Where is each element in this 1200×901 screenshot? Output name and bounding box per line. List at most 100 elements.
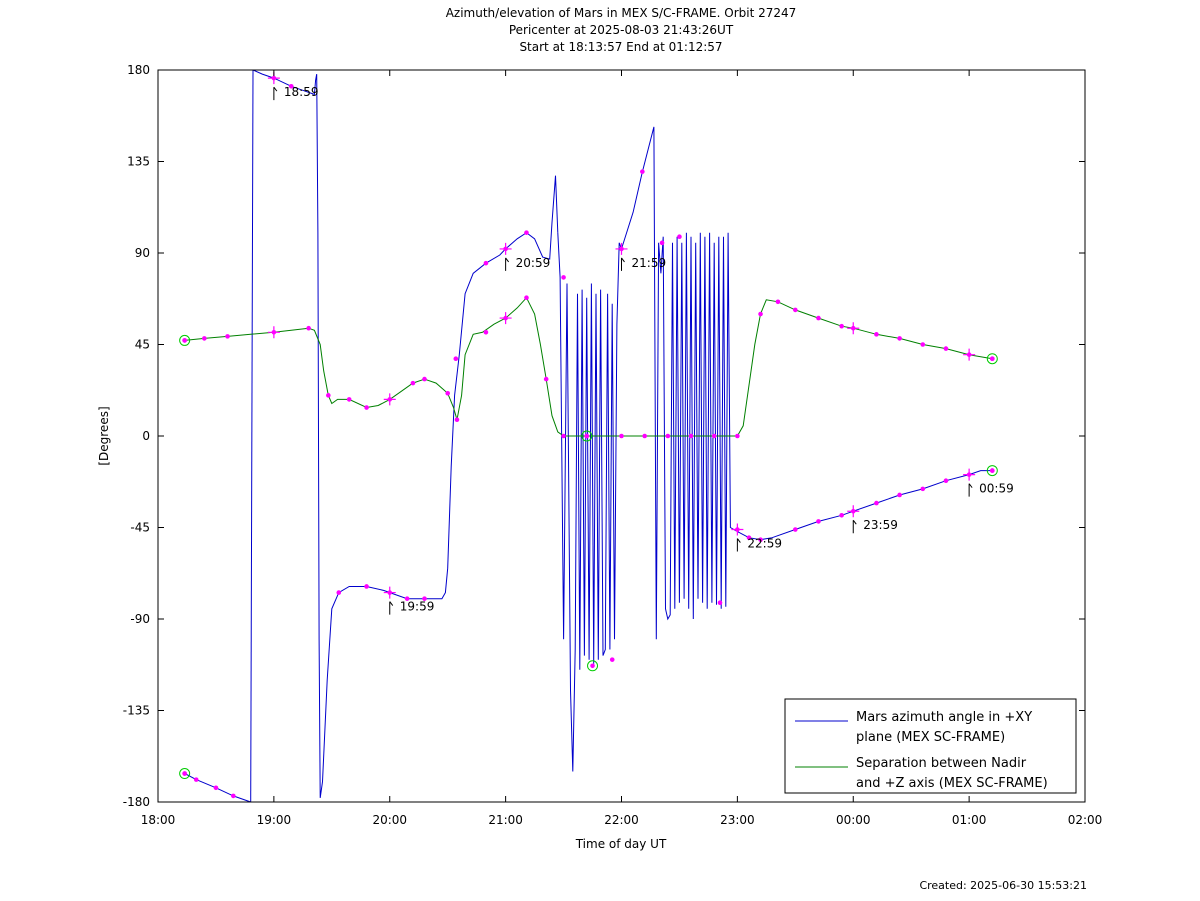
- azimuth-series-line: [250, 69, 254, 803]
- legend-box: [784, 698, 1077, 794]
- endpoint-circle: [587, 660, 599, 672]
- sample-point: [816, 315, 821, 321]
- hour-cross: [963, 348, 976, 361]
- sample-point: [897, 492, 902, 498]
- sample-point: [561, 433, 566, 439]
- y-tick-label: -45: [130, 521, 150, 535]
- x-tick-label: 02:00: [1068, 813, 1103, 827]
- sample-point: [735, 433, 740, 439]
- sample-point: [543, 376, 549, 382]
- legend: Mars azimuth angle in +XY plane (MEX SC-F…: [784, 698, 1077, 794]
- hour-cross: [383, 586, 396, 599]
- endpoint-circle: [986, 465, 998, 477]
- legend-label: Mars azimuth angle in +XY: [856, 710, 1032, 725]
- hour-cross: [847, 322, 860, 335]
- sample-point: [453, 356, 459, 362]
- chart-title-line: Azimuth/elevation of Mars in MEX S/C-FRA…: [446, 6, 797, 20]
- sample-point: [193, 777, 199, 782]
- sample-point: [640, 169, 645, 174]
- sample-point: [717, 600, 723, 606]
- y-tick-label: 135: [127, 155, 150, 169]
- time-label: 19:59: [400, 600, 435, 614]
- time-label-arrow: [736, 538, 741, 552]
- sample-point: [231, 793, 236, 799]
- sample-point: [746, 535, 752, 540]
- endpoint-dot: [182, 338, 187, 343]
- sample-point: [758, 311, 763, 317]
- sample-point: [346, 397, 352, 402]
- y-tick-label: 45: [135, 338, 150, 352]
- sample-point: [483, 330, 489, 335]
- endpoint-circle: [179, 768, 191, 780]
- hour-cross: [383, 393, 396, 406]
- created-stamp: Created: 2025-06-30 15:53:21: [919, 879, 1087, 892]
- y-tick-label: 90: [135, 246, 150, 260]
- y-axis-label: [Degrees]: [97, 406, 111, 465]
- chart-title-line: Start at 18:13:57 End at 01:12:57: [519, 40, 722, 54]
- time-label-arrow: [505, 257, 510, 271]
- chart-title: Azimuth/elevation of Mars in MEX S/C-FRA…: [446, 6, 797, 54]
- endpoint-dot: [990, 468, 995, 473]
- plot-markers: [179, 72, 998, 799]
- sample-point: [619, 433, 624, 439]
- sample-point: [758, 537, 763, 542]
- sample-point: [920, 342, 926, 347]
- hour-cross: [499, 312, 512, 325]
- legend-label: plane (MEX SC-FRAME): [856, 730, 1005, 745]
- sample-point: [483, 260, 489, 266]
- sample-point: [336, 590, 342, 595]
- sample-point: [422, 596, 427, 601]
- sample-point: [711, 433, 717, 439]
- time-label: 00:59: [979, 482, 1014, 496]
- x-tick-label: 22:00: [604, 813, 639, 827]
- sample-point: [609, 657, 615, 662]
- sample-point: [364, 584, 369, 589]
- y-tick-label: -90: [130, 612, 150, 626]
- y-tick-label: -135: [123, 704, 150, 718]
- legend-label: and +Z axis (MEX SC-FRAME): [856, 776, 1048, 791]
- hour-cross: [499, 242, 512, 255]
- chart-title-line: Pericenter at 2025-08-03 21:43:26UT: [509, 23, 734, 37]
- endpoint-dot: [182, 771, 187, 776]
- sample-point: [943, 346, 949, 351]
- time-label: 23:59: [863, 518, 898, 532]
- sample-point: [202, 336, 207, 341]
- sample-point: [524, 295, 529, 301]
- time-label: 20:59: [516, 256, 551, 270]
- hour-cross: [267, 326, 280, 339]
- sample-point: [642, 433, 647, 439]
- endpoint-circle: [986, 353, 998, 365]
- sample-point: [659, 240, 665, 246]
- time-label: 18:59: [284, 85, 319, 99]
- sample-point: [445, 391, 450, 396]
- sample-point: [422, 376, 427, 382]
- sample-point: [793, 307, 798, 313]
- sample-point: [677, 234, 682, 240]
- sample-point: [410, 380, 416, 386]
- endpoint-circle: [179, 334, 191, 346]
- sample-point: [775, 299, 781, 305]
- endpoint-circle: [581, 430, 593, 442]
- sample-point: [404, 596, 410, 601]
- sample-point: [306, 325, 311, 331]
- time-label: 22:59: [747, 537, 782, 551]
- separation-series-line: [184, 296, 993, 437]
- sample-point: [874, 332, 879, 337]
- sample-point: [920, 486, 926, 492]
- x-tick-label: 19:00: [257, 813, 292, 827]
- sample-point: [561, 275, 566, 280]
- y-tick-label: 180: [127, 63, 150, 77]
- sample-point: [665, 433, 671, 439]
- sample-point: [839, 513, 844, 518]
- time-label-arrow: [621, 257, 625, 271]
- hour-cross: [847, 505, 860, 518]
- legend-label: Separation between Nadir: [856, 756, 1027, 771]
- sample-point: [897, 336, 902, 341]
- sample-point: [454, 417, 460, 423]
- endpoint-dot: [990, 356, 995, 362]
- time-label-arrow: [389, 601, 394, 615]
- sample-point: [213, 785, 219, 791]
- endpoint-dot: [590, 663, 595, 669]
- azimuth-series-line: [557, 126, 993, 772]
